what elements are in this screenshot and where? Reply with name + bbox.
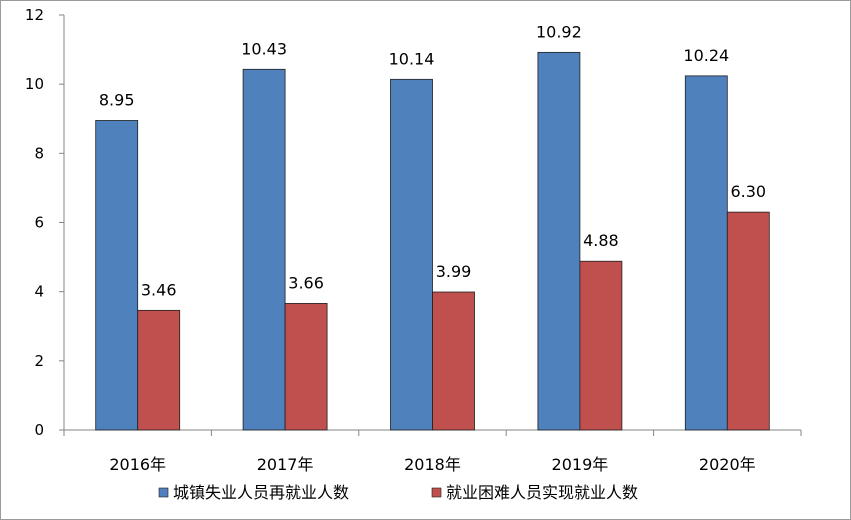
- bar-series-2: [137, 309, 181, 431]
- data-label: 3.46: [141, 280, 177, 299]
- legend: 城镇失业人员再就业人数 就业困难人员实现就业人数: [158, 483, 638, 502]
- bars: 8.95 3.46 10.43 3.66 10.14 3.99 10.92 4.88 10.24…: [95, 22, 770, 431]
- bar-series-1: [684, 75, 728, 431]
- legend-label: 城镇失业人员再就业人数: [173, 483, 349, 502]
- legend-label: 就业困难人员实现就业人数: [446, 483, 638, 502]
- data-label: 10.14: [389, 49, 435, 68]
- bar-series-2: [284, 303, 328, 431]
- data-label: 8.95: [99, 90, 135, 109]
- legend-swatch: [158, 487, 169, 498]
- bar-series-1: [95, 120, 139, 431]
- x-category-label: 2017年: [257, 455, 314, 474]
- y-tick-label: 0: [34, 421, 44, 439]
- y-tick-label: 6: [34, 214, 44, 232]
- bar-series-1: [242, 68, 286, 431]
- bar-series-2: [579, 260, 623, 431]
- y-tick-label: 8: [34, 144, 44, 162]
- data-label: 10.92: [536, 22, 582, 41]
- y-tick-label: 4: [34, 283, 44, 301]
- data-label: 3.66: [288, 273, 324, 292]
- x-category-label: 2018年: [404, 455, 461, 474]
- bar-series-1: [537, 51, 581, 431]
- bar-series-2: [726, 211, 770, 431]
- data-label: 10.24: [683, 46, 729, 65]
- x-category-label: 2016年: [109, 455, 166, 474]
- data-label: 3.99: [436, 262, 472, 281]
- data-label: 4.88: [583, 231, 619, 250]
- x-category-label: 2020年: [699, 455, 756, 474]
- bar-series-1: [390, 78, 433, 431]
- bar-series-2: [432, 291, 475, 431]
- legend-swatch: [431, 487, 442, 498]
- data-label: 10.43: [241, 39, 287, 58]
- y-axis-ticks: 0 2 4 6 8 10 12: [25, 6, 64, 439]
- x-axis-labels: 2016年 2017年 2018年 2019年 2020年: [109, 455, 755, 474]
- x-category-label: 2019年: [552, 455, 609, 474]
- data-label: 6.30: [730, 182, 766, 201]
- y-tick-label: 2: [34, 352, 44, 370]
- y-tick-label: 12: [25, 6, 44, 24]
- y-tick-label: 10: [25, 75, 44, 93]
